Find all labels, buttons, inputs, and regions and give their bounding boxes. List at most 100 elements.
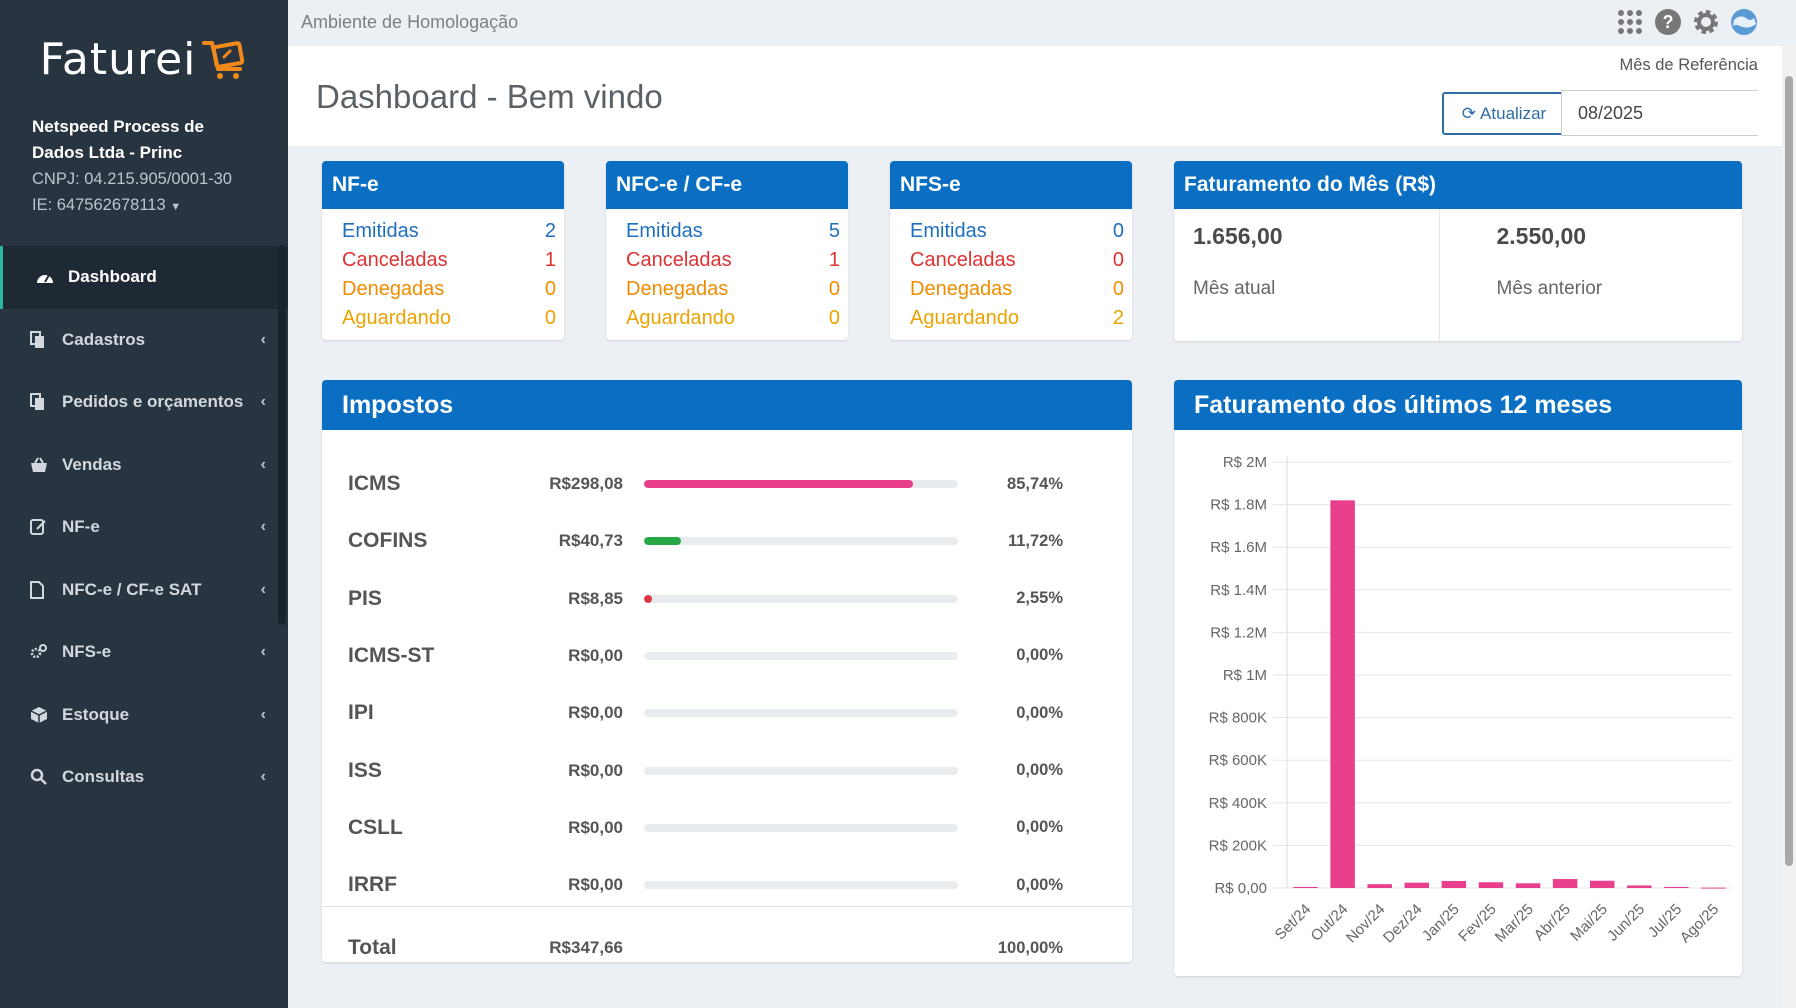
bar-set-24 (1293, 886, 1318, 888)
tax-percent: 0,00% (1016, 875, 1063, 894)
current-month-block: 1.656,00 Mês atual (1174, 209, 1439, 341)
row-canceladas[interactable]: Canceladas 1 (606, 246, 848, 275)
bar-out-24 (1330, 500, 1355, 888)
bar-fev-25 (1478, 882, 1504, 888)
row-value: 0 (1112, 220, 1124, 242)
row-canceladas[interactable]: Canceladas 1 (322, 246, 564, 275)
row-emitidas[interactable]: Emitidas 0 (890, 217, 1132, 246)
logo[interactable]: Faturei (0, 0, 288, 118)
row-label: Aguardando (342, 307, 451, 329)
row-denegadas[interactable]: Denegadas 0 (322, 275, 564, 304)
y-tick-label: R$ 0,00 (1214, 880, 1267, 897)
sidebar-item-label: Dashboard (68, 267, 157, 287)
revenue-bar-chart: R$ 0,00 R$ 200K R$ 400K R$ 600K R$ 800K R$ 1M… (1209, 454, 1732, 947)
tax-progress-bar (644, 651, 958, 660)
row-aguardando[interactable]: Aguardando 2 (890, 304, 1132, 333)
document-edit-icon (30, 518, 52, 536)
x-tick-label: Abr/25 (1531, 901, 1574, 944)
sidebar-item-nfe[interactable]: NF-e ‹ (0, 496, 288, 559)
refresh-button[interactable]: ⟳ Atualizar (1442, 92, 1566, 135)
tax-value: R$0,00 (568, 817, 623, 837)
bar-mai-25 (1589, 880, 1615, 888)
row-denegadas[interactable]: Denegadas 0 (606, 275, 848, 304)
row-label: Canceladas (910, 249, 1016, 271)
tax-value: R$298,08 (549, 474, 623, 493)
row-emitidas[interactable]: Emitidas 5 (606, 217, 848, 246)
row-denegadas[interactable]: Denegadas 0 (890, 275, 1132, 304)
card-title: Faturamento do Mês (R$) (1174, 161, 1742, 209)
row-value: 2 (1112, 307, 1124, 329)
card-title: NFC-e / CF-e (606, 161, 848, 209)
row-aguardando[interactable]: Aguardando 0 (606, 304, 848, 333)
row-value: 0 (1112, 278, 1124, 300)
sidebar-item-label: Pedidos e orçamentos (62, 392, 244, 412)
reference-month-input[interactable] (1562, 91, 1796, 135)
tax-row-icms-st: ICMS-ST R$0,00 0,00% (322, 636, 1132, 676)
sidebar-item-consultas[interactable]: Consultas ‹ (0, 746, 288, 809)
total-value: R$347,66 (549, 938, 623, 957)
sidebar-item-vendas[interactable]: Vendas ‹ (0, 434, 288, 497)
x-tick-label: Ago/25 (1677, 901, 1723, 947)
chevron-left-icon: ‹ (260, 455, 266, 473)
page-title: Dashboard - Bem vindo (316, 78, 663, 115)
row-value: 0 (828, 278, 840, 300)
row-label: Aguardando (910, 307, 1019, 329)
settings-gear-icon[interactable] (1692, 8, 1720, 41)
basket-icon (30, 456, 52, 474)
tax-name: ICMS-ST (348, 643, 435, 667)
x-tick-label: Nov/24 (1343, 901, 1389, 947)
user-avatar-icon[interactable] (1730, 8, 1758, 41)
row-emitidas[interactable]: Emitidas 2 (322, 217, 564, 246)
page-scrollbar[interactable] (1782, 46, 1796, 1008)
tax-row-pis: PIS R$8,85 2,55% (322, 579, 1132, 619)
row-canceladas[interactable]: Canceladas 0 (890, 246, 1132, 275)
tax-name: ICMS (348, 472, 401, 495)
help-icon[interactable]: ? (1654, 8, 1682, 41)
total-percent: 100,00% (997, 938, 1063, 957)
tax-row-iss: ISS R$0,00 0,00% (322, 751, 1132, 791)
files-icon (30, 393, 52, 411)
main-content: Dashboard - Bem vindo Mês de Referência … (288, 46, 1796, 1008)
row-value: 0 (544, 278, 556, 300)
sidebar-item-nfce[interactable]: NFC-e / CF-e SAT ‹ (0, 559, 288, 622)
tax-percent: 85,74% (1007, 474, 1063, 493)
x-tick-label: Mar/25 (1492, 901, 1537, 946)
total-label: Total (348, 936, 397, 959)
row-value: 0 (1112, 249, 1124, 271)
y-tick-label: R$ 1.6M (1210, 539, 1267, 556)
chevron-left-icon: ‹ (260, 768, 266, 786)
sidebar-item-label: Vendas (62, 454, 122, 474)
row-aguardando[interactable]: Aguardando 0 (322, 304, 564, 333)
svg-text:?: ? (1663, 12, 1674, 32)
page-scrollbar-thumb[interactable] (1785, 76, 1793, 866)
sidebar-item-estoque[interactable]: Estoque ‹ (0, 684, 288, 747)
logo-text: Faturei (39, 33, 197, 85)
row-label: Emitidas (910, 220, 987, 242)
apps-grid-icon[interactable] (1616, 8, 1644, 41)
sidebar-item-pedidos[interactable]: Pedidos e orçamentos ‹ (0, 371, 288, 434)
chevron-left-icon: ‹ (260, 580, 266, 598)
sidebar-item-nfse[interactable]: NFS-e ‹ (0, 621, 288, 684)
row-value: 0 (828, 307, 840, 329)
tax-percent: 0,00% (1016, 703, 1063, 722)
y-tick-label: R$ 1.2M (1210, 624, 1267, 641)
sidebar-item-cadastros[interactable]: Cadastros ‹ (0, 309, 288, 372)
company-ie-dropdown[interactable]: IE: 647562678113 ▼ (32, 192, 256, 220)
x-tick-label: Out/24 (1308, 901, 1352, 945)
environment-label: Ambiente de Homologação (301, 12, 519, 32)
previous-month-label: Mês anterior (1496, 278, 1603, 299)
dashboard-icon (36, 268, 58, 286)
y-tick-label: R$ 1.8M (1210, 497, 1267, 514)
monthly-revenue-card: Faturamento do Mês (R$) 1.656,00 Mês atu… (1174, 161, 1742, 341)
nfe-summary-card: NF-e Emitidas 2 Canceladas 1 Denegadas 0 Ag… (322, 161, 564, 340)
row-label: Denegadas (910, 278, 1013, 300)
sidebar-item-dashboard[interactable]: Dashboard (0, 246, 288, 309)
tax-percent: 0,00% (1016, 646, 1063, 665)
card-title: NFS-e (890, 161, 1132, 209)
y-tick-label: R$ 1.4M (1210, 582, 1267, 599)
reference-month-label: Mês de Referência (1619, 56, 1759, 74)
card-title: Faturamento dos últimos 12 meses (1174, 380, 1742, 430)
sidebar-scrollbar[interactable] (278, 245, 286, 625)
tax-value: R$0,00 (568, 760, 623, 780)
nfse-summary-card: NFS-e Emitidas 0 Canceladas 0 Denegadas 0 A… (890, 161, 1132, 340)
